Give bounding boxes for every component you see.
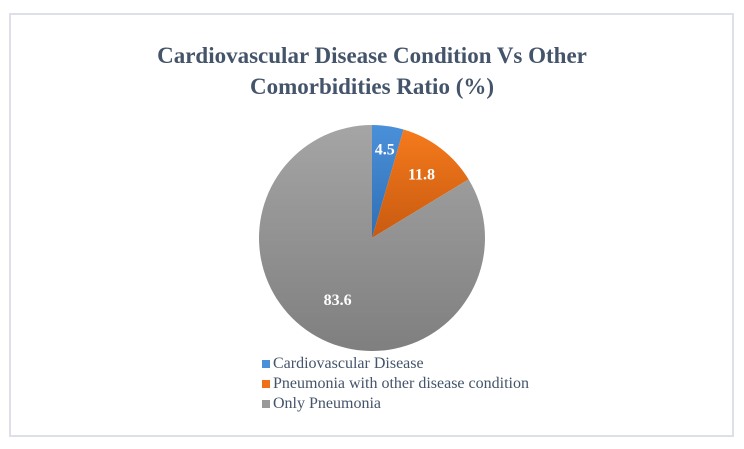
legend-label: Cardiovascular Disease: [273, 355, 424, 372]
pie-data-label: 4.5: [375, 142, 395, 159]
legend-item-pneumonia-with-other: Pneumonia with other disease condition: [262, 374, 529, 394]
chart-frame: [9, 13, 734, 437]
pie-slice: [372, 125, 404, 238]
legend-label: Pneumonia with other disease condition: [273, 375, 529, 392]
legend-swatch: [262, 360, 270, 368]
legend: Cardiovascular Disease Pneumonia with ot…: [262, 354, 529, 414]
pie-slice: [372, 129, 469, 238]
legend-item-only-pneumonia: Only Pneumonia: [262, 394, 529, 414]
legend-item-cardiovascular-disease: Cardiovascular Disease: [262, 354, 529, 374]
legend-swatch: [262, 400, 270, 408]
chart-title: Cardiovascular Disease Condition Vs Othe…: [0, 40, 744, 102]
pie-data-label: 11.8: [408, 166, 435, 183]
chart-title-line-1: Cardiovascular Disease Condition Vs Othe…: [157, 43, 587, 68]
pie-data-label: 83.6: [324, 292, 352, 309]
legend-swatch: [262, 380, 270, 388]
chart-title-line-2: Comorbidities Ratio (%): [249, 74, 495, 99]
pie-slice: [259, 125, 485, 352]
legend-label: Only Pneumonia: [273, 395, 381, 412]
